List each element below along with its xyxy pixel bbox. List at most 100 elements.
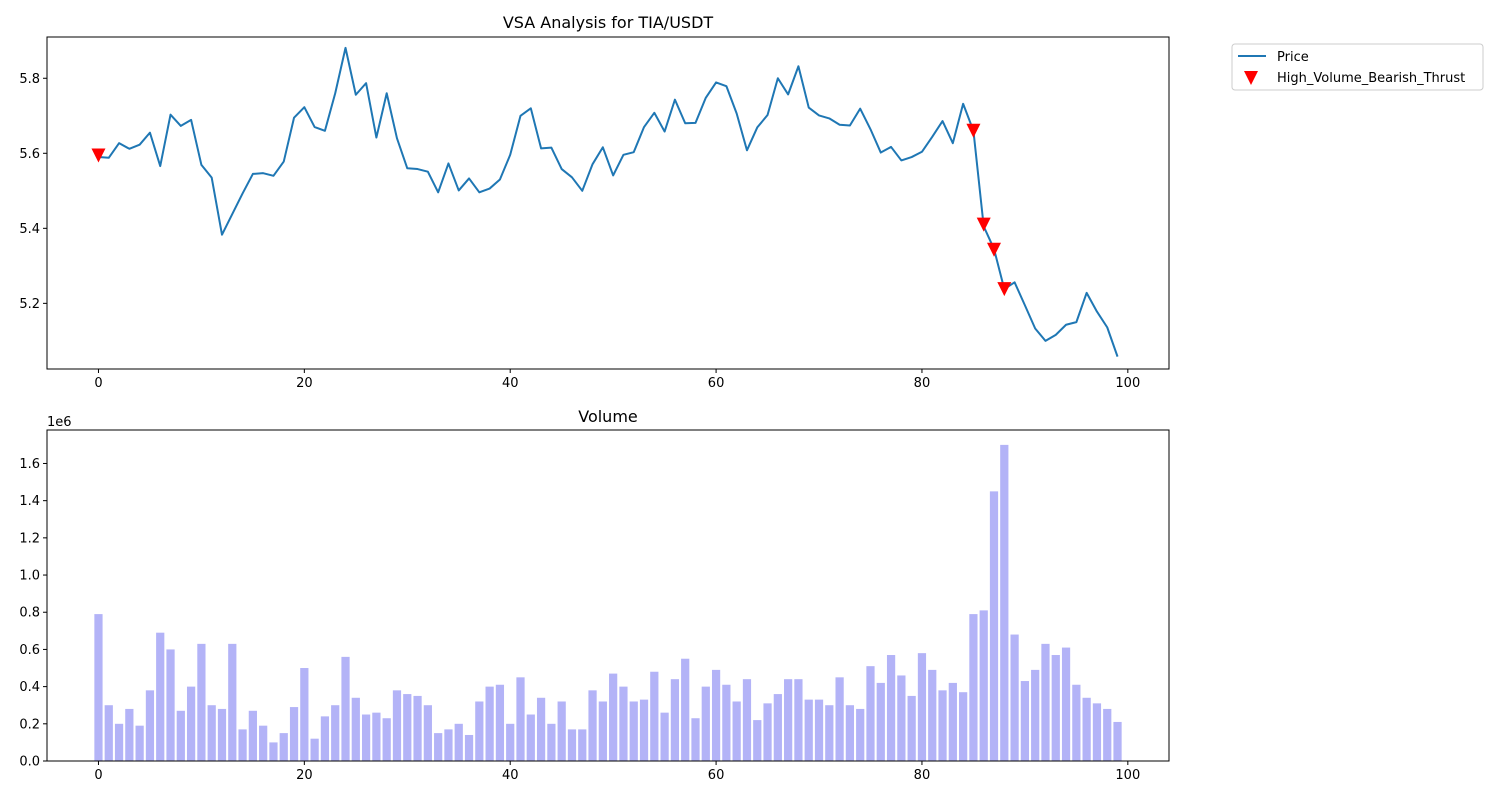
price-x-tick-label: 40	[502, 376, 519, 391]
volume-bar	[104, 705, 113, 761]
volume-offset-label: 1e6	[47, 415, 72, 430]
volume-bar	[1041, 643, 1050, 761]
volume-bar	[536, 697, 546, 761]
volume-bar	[526, 714, 535, 761]
volume-bar	[907, 695, 916, 761]
volume-bar	[804, 699, 813, 761]
volume-bar	[238, 729, 247, 761]
volume-bar	[310, 738, 319, 761]
volume-bar	[217, 708, 227, 761]
volume-bar	[444, 729, 453, 761]
volume-bar	[156, 632, 165, 761]
volume-bar	[485, 686, 494, 761]
volume-bar	[1061, 647, 1071, 761]
price-axes-frame	[46, 36, 1170, 370]
volume-y-tick-label: 1.2	[19, 531, 40, 546]
volume-y-tick-label: 1.0	[19, 569, 40, 584]
volume-x-tick-label: 100	[1115, 768, 1140, 783]
volume-bar	[464, 734, 474, 761]
volume-bar	[1092, 703, 1102, 761]
volume-bar	[1000, 444, 1009, 761]
volume-bar	[598, 701, 607, 761]
volume-bar	[279, 733, 288, 761]
price-line	[98, 46, 1119, 357]
price-x-tick-label: 60	[708, 376, 725, 391]
volume-bar	[979, 610, 988, 761]
volume-bar	[557, 701, 566, 761]
volume-axis-ticks: 0 20 40 60 80 100 0.0 0.2 0.4 0.6 0.8 1.0 1.2 1.4 1.6	[19, 457, 1140, 783]
volume-bar	[866, 666, 875, 761]
volume-chart-title: Volume	[578, 407, 638, 426]
volume-bar	[413, 695, 422, 761]
volume-bar	[948, 682, 957, 761]
volume-bar	[969, 614, 978, 761]
price-x-tick-label: 80	[914, 376, 931, 391]
volume-bar	[773, 694, 782, 761]
volume-bar	[742, 679, 752, 761]
volume-bar	[1051, 655, 1060, 761]
volume-axes-frame	[46, 429, 1170, 762]
volume-bar	[331, 705, 340, 761]
price-chart-title: VSA Analysis for TIA/USDT	[503, 13, 714, 32]
volume-x-tick-label: 20	[296, 768, 313, 783]
volume-bar	[392, 690, 402, 761]
volume-y-tick-label: 1.6	[19, 457, 40, 472]
volume-bar	[248, 710, 257, 761]
volume-bar	[423, 705, 432, 761]
volume-bar	[269, 742, 278, 761]
volume-bar	[176, 710, 185, 761]
volume-bar	[320, 716, 330, 761]
volume-y-tick-label: 0.0	[19, 755, 40, 770]
volume-bar	[784, 679, 793, 761]
volume-y-tick-label: 0.2	[19, 717, 40, 732]
volume-bar	[1103, 708, 1112, 761]
volume-bar	[516, 677, 525, 761]
volume-bar	[691, 718, 700, 761]
volume-bar	[650, 671, 659, 761]
price-x-tick-label: 100	[1115, 376, 1140, 391]
price-x-tick-label: 20	[296, 376, 313, 391]
volume-bar	[886, 655, 896, 761]
bearish-thrust-marker	[976, 217, 991, 232]
volume-y-tick-label: 0.4	[19, 680, 40, 695]
volume-bar	[567, 729, 577, 761]
volume-bar	[1031, 669, 1040, 761]
volume-bar	[454, 723, 463, 761]
volume-bar	[1020, 681, 1029, 761]
volume-bar	[670, 679, 680, 761]
volume-y-tick-label: 1.4	[19, 494, 40, 509]
volume-bar	[351, 697, 360, 761]
price-plot-area	[91, 46, 1119, 357]
price-panel: VSA Analysis for TIA/USDT 0 20 40 60 80 100 5.…	[19, 13, 1170, 391]
legend-price-label: Price	[1277, 50, 1309, 65]
volume-bar	[382, 718, 391, 761]
volume-bar	[434, 733, 443, 761]
volume-y-tick-label: 0.8	[19, 606, 40, 621]
bearish-thrust-marker	[91, 148, 106, 163]
volume-bar	[856, 708, 865, 761]
volume-x-tick-label: 0	[94, 768, 102, 783]
volume-bar	[897, 675, 906, 761]
volume-bar	[959, 692, 968, 761]
volume-bar	[300, 668, 309, 761]
bearish-thrust-marker	[966, 123, 981, 138]
volume-bar	[989, 491, 999, 761]
volume-bar	[722, 684, 731, 761]
volume-bar	[876, 682, 885, 761]
volume-bar	[609, 673, 618, 761]
legend-thrust-label: High_Volume_Bearish_Thrust	[1277, 71, 1465, 86]
legend: Price High_Volume_Bearish_Thrust	[1231, 43, 1484, 91]
volume-x-tick-label: 40	[502, 768, 519, 783]
bearish-thrust-marker	[997, 282, 1012, 297]
volume-bar	[639, 699, 649, 761]
volume-x-tick-label: 60	[708, 768, 725, 783]
volume-bar	[917, 653, 927, 761]
price-axis-ticks: 0 20 40 60 80 100 5.2 5.4 5.6 5.8	[19, 72, 1140, 391]
price-y-tick-label: 5.8	[19, 72, 40, 87]
volume-bar	[835, 677, 844, 761]
volume-bar	[135, 725, 144, 761]
bearish-thrust-marker	[987, 242, 1002, 257]
volume-bar	[1010, 634, 1019, 761]
volume-bar	[814, 699, 824, 761]
volume-bar	[361, 714, 371, 761]
